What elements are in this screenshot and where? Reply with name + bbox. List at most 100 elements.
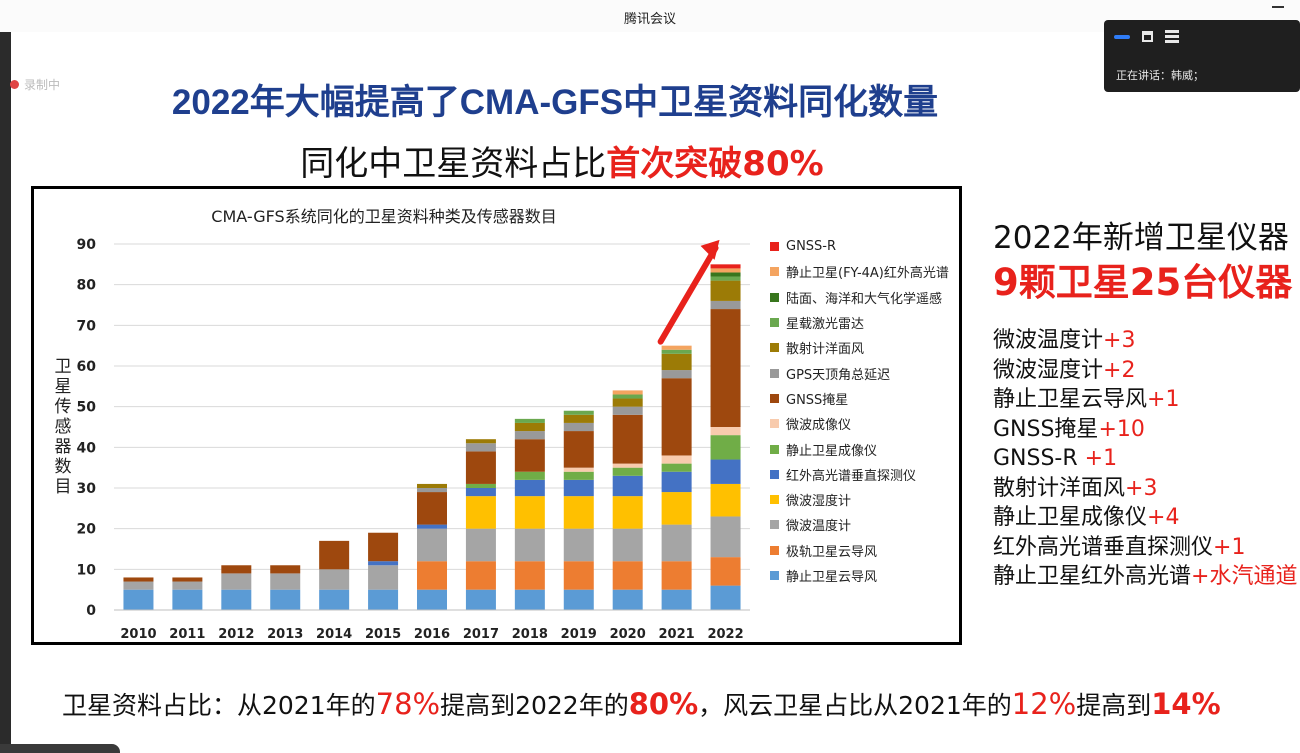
note-fy-value-2021: 12% bbox=[1012, 687, 1076, 721]
bar-segment bbox=[564, 431, 594, 468]
minimize-button[interactable] bbox=[1272, 6, 1284, 8]
note-value-2021: 78% bbox=[376, 687, 440, 721]
note-value-2022: 80% bbox=[629, 687, 698, 721]
x-tick-label: 2010 bbox=[120, 627, 156, 642]
x-tick-label: 2018 bbox=[512, 627, 548, 642]
window-icon[interactable] bbox=[1142, 31, 1153, 42]
new-instrument-item: 散射计洋面风+3 bbox=[993, 474, 1300, 504]
bar-segment bbox=[564, 561, 594, 589]
legend-label: 微波温度计 bbox=[786, 515, 851, 534]
instrument-delta: +1 bbox=[1213, 535, 1245, 560]
bar-segment bbox=[662, 590, 692, 610]
new-instrument-item: 微波湿度计+2 bbox=[993, 356, 1300, 386]
legend-label: GNSS-R bbox=[786, 239, 836, 254]
legend-label: 微波成像仪 bbox=[786, 414, 851, 433]
bar-segment bbox=[368, 561, 398, 565]
bar-segment bbox=[172, 582, 202, 590]
legend-item: 微波成像仪 bbox=[770, 411, 949, 436]
legend-label: 微波湿度计 bbox=[786, 490, 851, 509]
note-text-3: ，风云卫星占比从2021年的 bbox=[698, 691, 1012, 720]
bar-segment bbox=[662, 561, 692, 589]
instrument-name: 微波湿度计 bbox=[993, 358, 1103, 383]
bar-segment bbox=[613, 468, 643, 476]
new-instrument-item: 红外高光谱垂直探测仪+1 bbox=[993, 533, 1300, 563]
bar-segment bbox=[221, 590, 251, 610]
bar-segment bbox=[711, 281, 741, 301]
x-tick-label: 2019 bbox=[561, 627, 597, 642]
legend-label: GNSS掩星 bbox=[786, 389, 848, 408]
bar-segment bbox=[711, 272, 741, 276]
bar-segment bbox=[711, 301, 741, 309]
instrument-name: GNSS-R bbox=[993, 446, 1085, 471]
bar-segment bbox=[613, 590, 643, 610]
bar-segment bbox=[711, 460, 741, 484]
instrument-name: 散射计洋面风 bbox=[993, 476, 1125, 501]
bar-segment bbox=[417, 488, 447, 492]
bar-segment bbox=[515, 431, 545, 439]
speaking-label: 正在讲话：韩威； bbox=[1116, 67, 1204, 83]
new-instruments-subtitle: 9颗卫星25台仪器 bbox=[993, 252, 1292, 306]
y-tick-label: 90 bbox=[77, 237, 97, 253]
bar-segment bbox=[221, 565, 251, 573]
minimize-panel-icon[interactable] bbox=[1114, 35, 1130, 39]
corner-tab bbox=[0, 744, 120, 753]
bar-segment bbox=[711, 309, 741, 427]
new-instrument-item: 微波温度计+3 bbox=[993, 326, 1300, 356]
legend-label: 静止卫星(FY-4A)红外高光谱 bbox=[786, 262, 949, 281]
legend-label: 红外高光谱垂直探测仪 bbox=[786, 465, 916, 484]
instrument-delta: +4 bbox=[1147, 505, 1179, 530]
slide-title: 2022年大幅提高了CMA-GFS中卫星资料同化数量 bbox=[0, 74, 1110, 125]
bar-segment bbox=[613, 496, 643, 529]
bar-segment bbox=[466, 529, 496, 562]
y-tick-label: 30 bbox=[77, 481, 97, 497]
bar-segment bbox=[662, 492, 692, 525]
instrument-name: 静止卫星红外高光谱 bbox=[993, 564, 1191, 589]
instrument-delta: +水汽通道 bbox=[1191, 564, 1297, 589]
chart-legend: GNSS-R 静止卫星(FY-4A)红外高光谱 陆面、海洋和大气化学遥感 星载激光雷达… bbox=[770, 234, 949, 588]
new-instrument-item: 静止卫星成像仪+4 bbox=[993, 503, 1300, 533]
x-tick-label: 2013 bbox=[267, 627, 303, 642]
note-text-1: 卫星资料占比：从2021年的 bbox=[62, 691, 376, 720]
legend-label: 静止卫星成像仪 bbox=[786, 440, 877, 459]
y-tick-label: 80 bbox=[77, 278, 97, 294]
instrument-delta: +3 bbox=[1125, 476, 1157, 501]
bar-segment bbox=[515, 419, 545, 423]
bar-segment bbox=[515, 561, 545, 589]
bar-segment bbox=[613, 394, 643, 398]
bar-segment bbox=[711, 427, 741, 435]
bar-segment bbox=[319, 569, 349, 589]
x-tick-label: 2016 bbox=[414, 627, 450, 642]
bar-segment bbox=[515, 472, 545, 480]
y-tick-label: 0 bbox=[86, 603, 96, 619]
bar-segment bbox=[564, 590, 594, 610]
legend-item: 红外高光谱垂直探测仪 bbox=[770, 462, 949, 487]
list-icon[interactable] bbox=[1165, 30, 1179, 43]
y-tick-label: 60 bbox=[77, 359, 97, 375]
bar-segment bbox=[417, 529, 447, 562]
legend-swatch bbox=[770, 445, 779, 454]
bar-segment bbox=[270, 573, 300, 589]
bar-segment bbox=[662, 350, 692, 354]
bar-segment bbox=[172, 590, 202, 610]
legend-swatch bbox=[770, 546, 779, 555]
chart-title: CMA-GFS系统同化的卫星资料种类及传感器数目 bbox=[34, 203, 734, 227]
bar-segment bbox=[417, 525, 447, 529]
bar-segment bbox=[564, 423, 594, 431]
new-instruments-list: 微波温度计+3 微波湿度计+2 静止卫星云导风+1 GNSS掩星+10 GNSS-R +… bbox=[993, 326, 1300, 592]
bar-segment bbox=[613, 464, 643, 468]
bar-segment bbox=[270, 590, 300, 610]
bar-segment bbox=[662, 354, 692, 370]
bar-segment bbox=[711, 264, 741, 268]
bar-segment bbox=[711, 557, 741, 585]
legend-item: 静止卫星(FY-4A)红外高光谱 bbox=[770, 259, 949, 284]
legend-item: 静止卫星成像仪 bbox=[770, 436, 949, 461]
instrument-name: 微波温度计 bbox=[993, 328, 1103, 353]
y-tick-label: 50 bbox=[77, 400, 97, 416]
legend-item: 星载激光雷达 bbox=[770, 310, 949, 335]
legend-swatch bbox=[770, 242, 779, 251]
bar-segment bbox=[417, 484, 447, 488]
subtitle-prefix: 同化中卫星资料占比 bbox=[300, 144, 606, 184]
slide-subtitle: 同化中卫星资料占比首次突破80% bbox=[0, 136, 1124, 185]
bar-segment bbox=[417, 590, 447, 610]
bar-segment bbox=[613, 407, 643, 415]
